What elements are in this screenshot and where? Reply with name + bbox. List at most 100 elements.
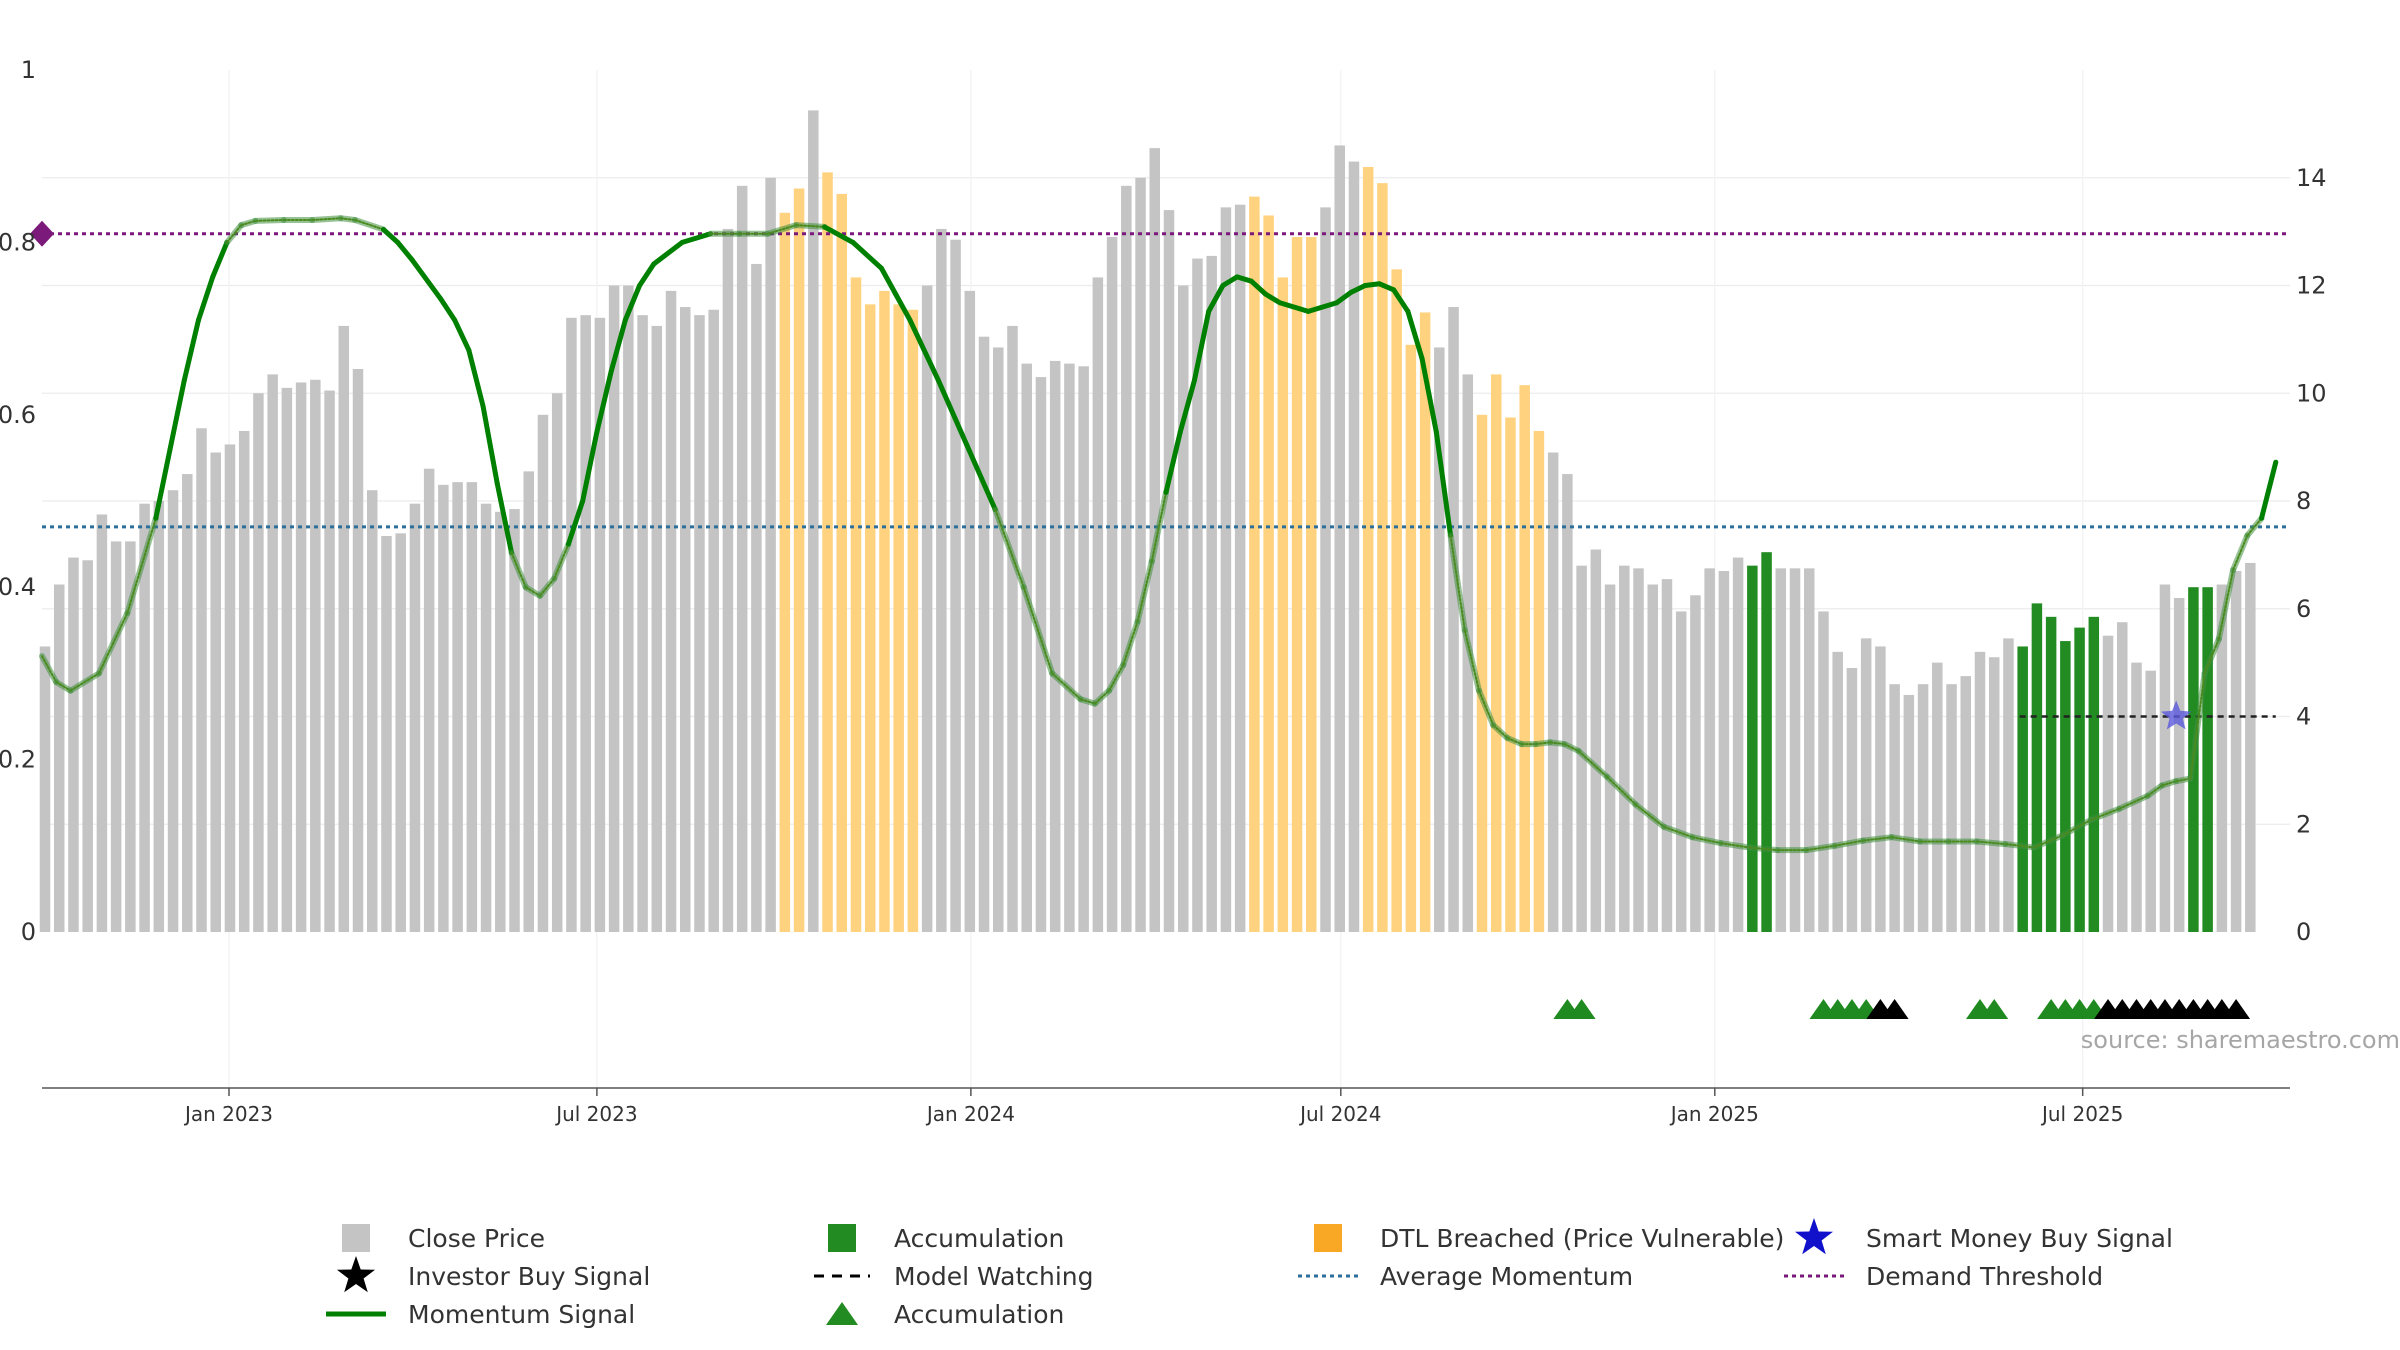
left-tick-label: 0.8 xyxy=(0,228,36,256)
momentum-segment xyxy=(2259,459,2279,521)
momentum-segment xyxy=(510,551,527,589)
momentum-segment xyxy=(608,317,628,375)
accumulation-marker xyxy=(1567,999,1596,1019)
momentum-segment xyxy=(1051,672,1082,701)
close-price-bar xyxy=(1917,684,1929,932)
dtl-bar xyxy=(1419,312,1431,932)
legend-item-demand: Demand Threshold xyxy=(1784,1262,2103,1291)
close-price-bar xyxy=(722,228,734,932)
dtl-bar xyxy=(850,277,862,932)
close-price-bar xyxy=(1078,366,1089,932)
legend-item-model_watching: Model Watching xyxy=(814,1262,1094,1291)
momentum-segment xyxy=(538,577,556,597)
momentum-segment xyxy=(1606,775,1637,806)
close-price-bar xyxy=(608,285,620,932)
close-price-bar xyxy=(978,336,990,932)
legend-item-accumulation_marker: Accumulation xyxy=(826,1300,1064,1329)
momentum-segment xyxy=(553,543,570,580)
investor-buy-marker xyxy=(1880,999,1909,1019)
close-price-bar xyxy=(495,511,506,932)
x-tick-label: Jan 2025 xyxy=(1669,1102,1759,1126)
legend-label: Momentum Signal xyxy=(408,1300,635,1329)
momentum-segment xyxy=(409,257,443,301)
close-price-bar xyxy=(53,584,65,932)
momentum-segment xyxy=(1177,377,1197,435)
close-price-bar xyxy=(182,474,193,932)
close-price-bar xyxy=(1007,325,1018,932)
close-price-bar xyxy=(324,390,335,932)
momentum-segment xyxy=(1862,836,1893,842)
close-price-bar xyxy=(139,503,150,932)
momentum-segment xyxy=(622,283,643,323)
momentum-segment xyxy=(1492,724,1509,740)
close-price-bar xyxy=(2159,584,2171,932)
momentum-segment xyxy=(1263,291,1283,306)
legend: Close Price Accumulation DTL Breached (Pri… xyxy=(326,1218,2173,1329)
momentum-segment xyxy=(311,217,342,221)
close-price-bar xyxy=(808,110,819,932)
dtl-bar xyxy=(1277,277,1289,932)
close-price-bar xyxy=(1320,207,1331,933)
legend-item-close: Close Price xyxy=(342,1224,545,1253)
legend-item-momentum: Momentum Signal xyxy=(326,1300,635,1329)
momentum-segment xyxy=(565,498,586,547)
momentum-line-layer xyxy=(39,215,2279,854)
momentum-segment xyxy=(1478,689,1495,727)
dtl-bar xyxy=(1391,269,1402,932)
investor-buy-marker xyxy=(2222,999,2251,1019)
close-price-bar xyxy=(2230,571,2242,932)
close-price-bar xyxy=(1220,207,1232,933)
close-price-bar xyxy=(310,379,321,932)
close-price-bar xyxy=(665,290,677,932)
close-price-bar xyxy=(1448,307,1459,932)
dtl-bar xyxy=(1291,237,1303,932)
momentum-segment xyxy=(2089,807,2121,821)
momentum-segment xyxy=(2189,672,2206,780)
close-price-bar xyxy=(680,307,691,932)
close-price-bar xyxy=(936,228,947,932)
close-price-bar xyxy=(1932,662,1943,932)
legend-item-investor: Investor Buy Signal xyxy=(337,1256,650,1293)
momentum-segment xyxy=(1433,429,1454,538)
close-price-bar xyxy=(1704,568,1715,932)
momentum-segment xyxy=(1334,289,1354,306)
close-price-bar xyxy=(2003,638,2014,932)
close-price-bar xyxy=(167,490,179,932)
momentum-segment xyxy=(1577,749,1609,778)
dtl-bar xyxy=(1263,215,1274,932)
close-price-bar xyxy=(352,369,364,933)
momentum-segment xyxy=(1191,308,1212,383)
left-tick-label: 0 xyxy=(21,918,36,946)
momentum-segment xyxy=(1376,281,1397,293)
close-price-bar xyxy=(1804,568,1815,932)
right-tick-label: 4 xyxy=(2296,703,2311,731)
close-price-bar xyxy=(1234,204,1246,932)
dtl-bar xyxy=(1490,374,1502,932)
dtl-bar xyxy=(1476,414,1488,932)
close-price-bar xyxy=(1846,668,1858,932)
left-tick-label: 1 xyxy=(21,56,36,84)
legend-swatch xyxy=(1314,1224,1342,1252)
momentum-segment xyxy=(494,481,515,556)
smart-money-buy-star xyxy=(2161,700,2192,730)
momentum-segment xyxy=(1122,620,1139,666)
dtl-bar xyxy=(1377,183,1388,932)
close-price-bar xyxy=(1647,584,1658,932)
momentum-segment xyxy=(1108,663,1125,692)
momentum-segment xyxy=(795,224,826,228)
legend-item-dtl: DTL Breached (Price Vulnerable) xyxy=(1314,1224,1784,1253)
close-price-bar xyxy=(1334,145,1345,933)
close-price-bar xyxy=(1875,646,1886,932)
legend-item-avg_momentum: Average Momentum xyxy=(1298,1262,1633,1291)
close-price-bar xyxy=(1988,657,2000,932)
close-price-bar xyxy=(110,541,122,932)
momentum-segment xyxy=(679,231,714,245)
right-tick-label: 14 xyxy=(2296,164,2327,192)
close-price-bar xyxy=(1619,565,1630,932)
close-price-bar xyxy=(1633,568,1644,932)
close-price-bar xyxy=(694,315,705,933)
legend-star xyxy=(1795,1218,1833,1255)
momentum-segment xyxy=(1277,300,1311,314)
dtl-bar xyxy=(907,309,919,932)
close-price-bar xyxy=(736,185,748,933)
